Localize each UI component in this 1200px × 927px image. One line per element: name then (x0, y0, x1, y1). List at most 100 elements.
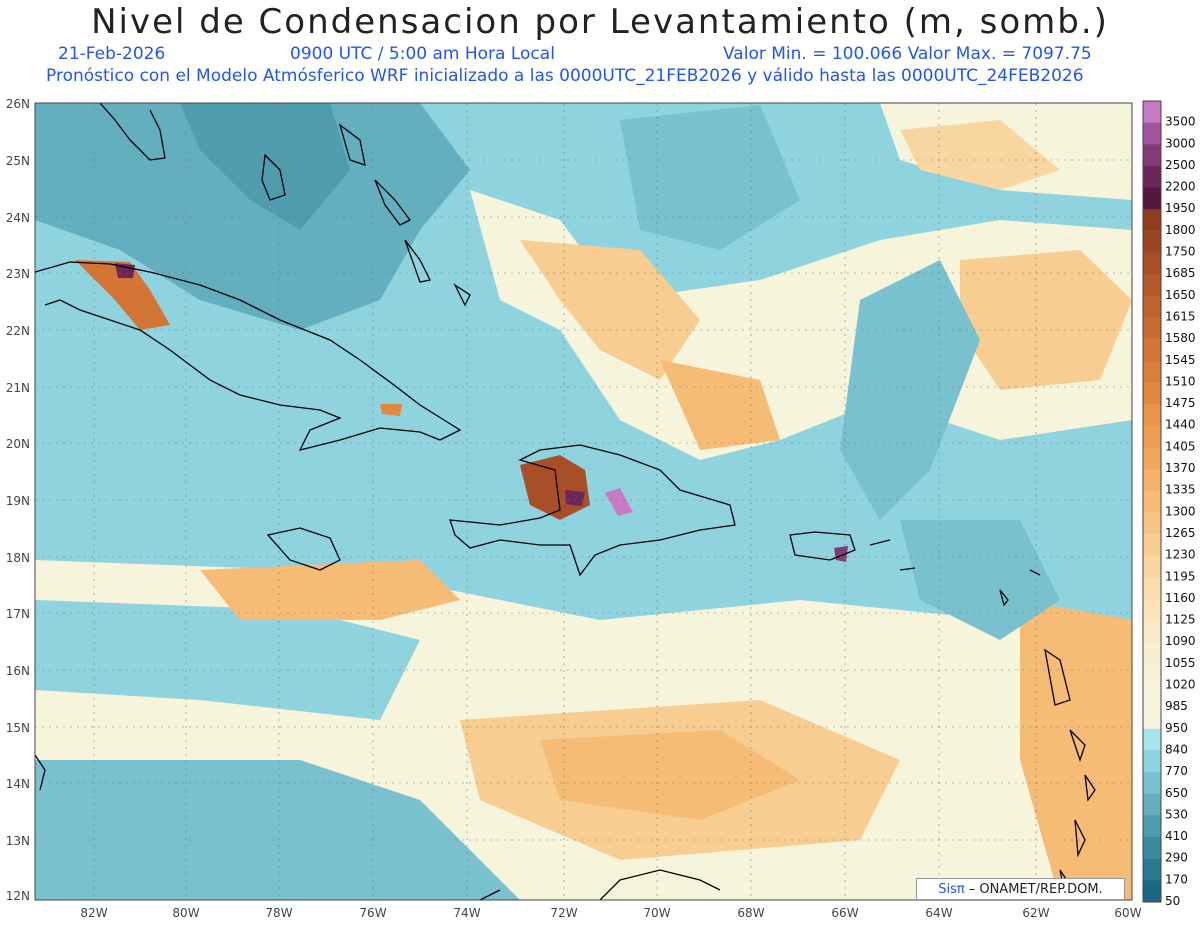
coast-puerto-rico (789, 531, 856, 561)
colorbar-swatch (1143, 295, 1161, 318)
colorbar-label: 1125 (1165, 613, 1196, 627)
field-core-hispaniola-east (605, 488, 633, 516)
field-core-pr (834, 546, 848, 562)
coast-venezuela (479, 869, 721, 900)
coast-bahamas-eleuthera (374, 179, 411, 226)
colorbar-swatch (1143, 577, 1161, 600)
coast-central-america (35, 754, 46, 791)
lat-label: 14N (6, 777, 30, 791)
field-region-orange-ne-top (900, 120, 1060, 190)
colorbar-swatch (1143, 317, 1161, 340)
colorbar-label: 1405 (1165, 439, 1196, 453)
credit-text: – ONAMET/REP.DOM. (968, 881, 1103, 897)
lon-label: 76W (359, 906, 386, 920)
lat-label: 17N (6, 607, 30, 621)
lat-label: 18N (6, 551, 30, 565)
colorbar-swatch (1143, 144, 1161, 167)
map-frame (34, 102, 1133, 901)
colorbar-swatch (1143, 165, 1161, 189)
lat-label: 25N (6, 154, 30, 168)
colorbar: 3500 3000 2500 2200 1950 1800 1750 1685 1650 1615… (1142, 100, 1196, 908)
colorbar-label: 50 (1165, 894, 1180, 908)
colorbar-label: 410 (1165, 829, 1188, 843)
lat-label: 21N (6, 381, 30, 395)
colorbar-label: 290 (1165, 851, 1188, 865)
colorbar-label: 1545 (1165, 353, 1196, 367)
colorbar-swatch (1143, 425, 1161, 448)
colorbar-swatch (1143, 750, 1161, 773)
colorbar-swatch (1143, 252, 1161, 275)
colorbar-label: 1230 (1165, 548, 1196, 562)
coast-hispaniola (449, 444, 736, 577)
field-region-blue-ne-ridge (840, 260, 980, 520)
lon-axis: 82W 80W 78W 76W 74W 72W 70W 68W 66W 64W … (80, 906, 1141, 920)
colorbar-label: 1615 (1165, 309, 1196, 323)
lon-label: 82W (80, 906, 107, 920)
colorbar-swatch (1143, 274, 1161, 297)
lat-label: 23N (6, 267, 30, 281)
colorbar-swatch (1143, 707, 1161, 730)
colorbar-swatch (1143, 339, 1161, 362)
colorbar-swatch (1143, 122, 1161, 145)
lat-label: 19N (6, 494, 30, 508)
colorbar-swatch (1143, 620, 1161, 643)
lon-label: 66W (831, 906, 858, 920)
colorbar-label: 1650 (1165, 288, 1196, 302)
colorbar-label: 1950 (1165, 201, 1196, 215)
field-core-cuba-max (115, 263, 135, 278)
colorbar-label: 1370 (1165, 461, 1196, 475)
lon-label: 68W (737, 906, 764, 920)
colorbar-label: 1055 (1165, 656, 1196, 670)
colorbar-swatch (1143, 447, 1161, 470)
field-region-blue-east (900, 520, 1060, 640)
lat-label: 24N (6, 211, 30, 225)
time-label: 0900 UTC / 5:00 am Hora Local (290, 44, 555, 64)
colorbar-label: 1300 (1165, 504, 1196, 518)
lon-label: 70W (643, 906, 670, 920)
field-region-orange-center (660, 360, 780, 450)
lat-label: 15N (6, 721, 30, 735)
field-core-cuba-east (380, 404, 402, 416)
lon-label: 80W (172, 906, 199, 920)
field-region-blue-sw (35, 760, 520, 900)
coastlines (35, 103, 1096, 900)
colorbar-label: 985 (1165, 699, 1188, 713)
colorbar-label: 1160 (1165, 591, 1196, 605)
colorbar-swatch (1143, 404, 1161, 427)
credit-box: Sisπ – ONAMET/REP.DOM. (916, 878, 1125, 900)
field-region-dark-north (620, 105, 800, 250)
colorbar-label: 2200 (1165, 180, 1196, 194)
map-field (35, 103, 1132, 900)
field-region-orange-west-band (200, 560, 460, 620)
colorbar-swatch (1143, 858, 1161, 881)
colorbar-label: 1440 (1165, 418, 1196, 432)
lon-label: 72W (550, 906, 577, 920)
colorbar-swatch (1143, 512, 1161, 535)
lon-label: 62W (1022, 906, 1049, 920)
colorbar-label: 1510 (1165, 374, 1196, 388)
colorbar-label: 3500 (1165, 115, 1196, 129)
field-region-dark-nw (35, 103, 470, 330)
field-region-orange-north (520, 240, 700, 380)
graticule (35, 103, 1132, 900)
lat-label: 13N (6, 834, 30, 848)
coast-jamaica (266, 527, 341, 571)
map-title: Nivel de Condensacion por Levantamiento … (91, 2, 1109, 42)
colorbar-swatch (1143, 360, 1161, 383)
colorbar-label: 170 (1165, 872, 1188, 886)
colorbar-label: 1475 (1165, 396, 1196, 410)
field-region-orange-ne (960, 250, 1132, 390)
field-region-blue-south-band (35, 600, 420, 720)
lat-label: 12N (6, 889, 30, 903)
colorbar-swatch (1143, 598, 1161, 622)
colorbar-label: 1800 (1165, 223, 1196, 237)
colorbar-frame (1142, 100, 1162, 903)
lat-label: 26N (6, 97, 30, 111)
colorbar-swatch (1143, 533, 1161, 557)
coast-virgin-islands (869, 539, 916, 571)
field-region-orange-south-core (540, 730, 800, 820)
lat-label: 22N (6, 324, 30, 338)
coast-bahamas-long (404, 239, 431, 283)
colorbar-label: 950 (1165, 721, 1188, 735)
